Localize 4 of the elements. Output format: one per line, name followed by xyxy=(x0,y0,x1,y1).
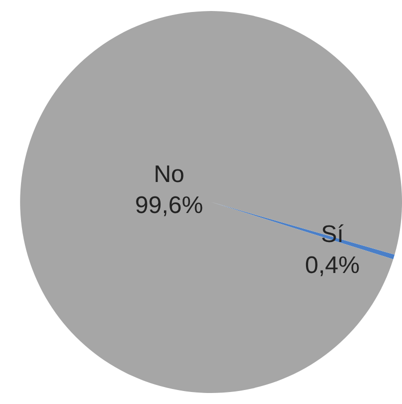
data-label: 0,4% xyxy=(305,252,360,280)
pie-slice xyxy=(20,11,402,393)
data-label: 99,6% xyxy=(135,192,204,220)
slice-label: No xyxy=(154,161,184,188)
